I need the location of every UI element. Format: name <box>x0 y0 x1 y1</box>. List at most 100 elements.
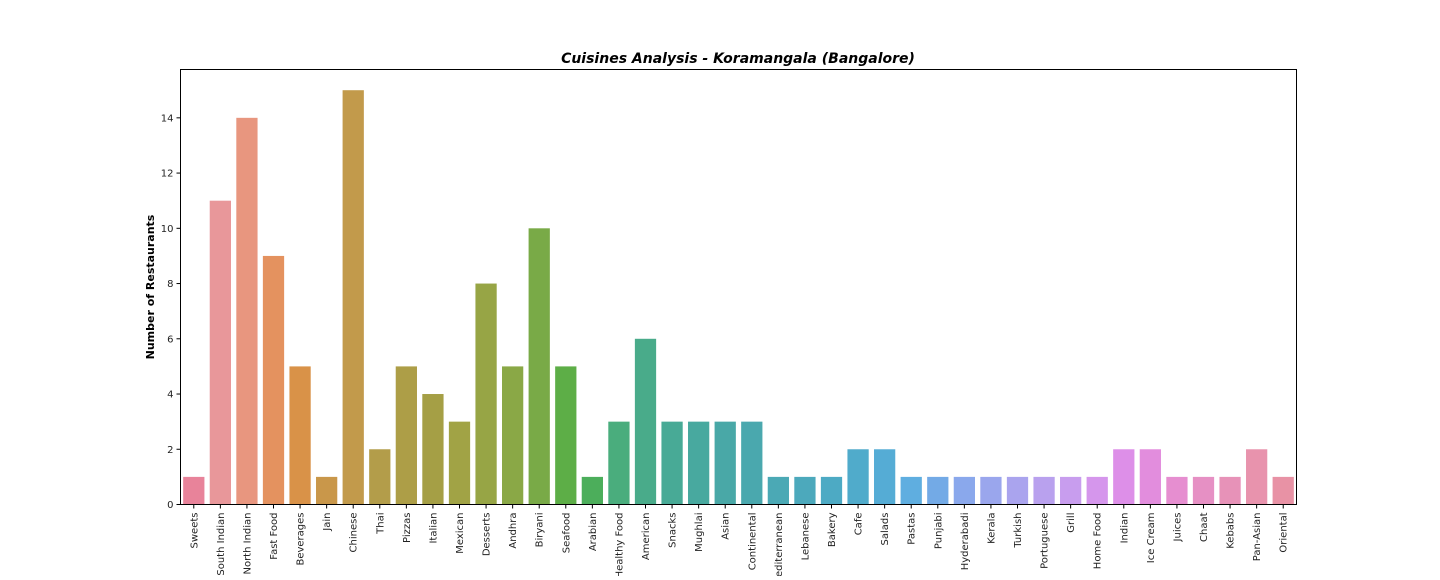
bar-lebanese <box>794 476 816 505</box>
bar-healthy-food <box>608 421 630 505</box>
bar-beverages <box>289 366 311 505</box>
bar-italian <box>422 394 444 505</box>
x-tick-label: Turkish <box>1013 513 1024 549</box>
x-tick-label: Seafood <box>561 513 572 554</box>
y-tick-label: 4 <box>167 390 173 401</box>
bar-thai <box>369 449 391 505</box>
bar-chaat <box>1192 476 1215 505</box>
bar-pan-asian <box>1246 449 1268 505</box>
bar-indian <box>1113 449 1135 505</box>
bar-turkish <box>1006 476 1029 505</box>
bar-american <box>634 338 657 505</box>
bar-kebabs <box>1219 476 1241 505</box>
bar-kerala <box>980 476 1002 505</box>
x-tick-label: Salads <box>880 513 891 546</box>
y-axis-label: Number of Restaurants <box>144 214 157 359</box>
x-tick-label: American <box>641 513 652 561</box>
bar-ice-cream <box>1139 449 1161 505</box>
x-tick-label: Biryani <box>535 513 546 548</box>
y-tick-label: 2 <box>167 445 173 456</box>
x-tick-label: Indian <box>1119 513 1130 544</box>
x-tick-label: Oriental <box>1279 513 1290 553</box>
y-tick-label: 14 <box>161 113 174 124</box>
x-tick-label: Chaat <box>1199 512 1210 542</box>
bar-sweets <box>183 476 205 505</box>
plot-frame <box>180 69 1297 505</box>
bar-juices <box>1166 476 1188 505</box>
x-tick-label: Sweets <box>189 513 200 549</box>
x-tick-label: Beverages <box>296 513 307 566</box>
bar-mughlai <box>688 421 710 505</box>
bar-asian <box>714 421 736 505</box>
x-tick-label: Punjabi <box>933 513 944 550</box>
x-tick-label: North Indian <box>242 513 253 575</box>
x-tick-label: South Indian <box>216 513 227 576</box>
bar-pastas <box>900 476 922 505</box>
chart-title: Cuisines Analysis - Koramangala (Bangalo… <box>561 51 915 67</box>
bar-bakery <box>820 476 843 505</box>
bar-chinese <box>342 90 364 505</box>
y-tick-label: 12 <box>161 169 174 180</box>
x-tick-label: Hyderabadi <box>960 513 971 571</box>
bar-portuguese <box>1033 476 1055 505</box>
bar-seafood <box>555 366 577 505</box>
bar-jain <box>316 476 338 505</box>
y-tick-label: 0 <box>167 500 173 511</box>
y-axis: 0 2 4 6 8 10 12 14 <box>161 113 181 511</box>
bar-desserts <box>475 283 497 505</box>
x-tick-label: Asian <box>721 513 732 540</box>
bar-hyderabadi <box>953 476 975 505</box>
x-tick-label: Grill <box>1066 513 1077 533</box>
bar-continental <box>741 421 763 505</box>
x-tick-label: Jain <box>322 513 333 532</box>
bar-salads <box>874 449 896 505</box>
bar-south-indian <box>209 200 231 505</box>
x-tick-label: Pastas <box>907 513 918 545</box>
bar-grill <box>1060 476 1082 505</box>
x-axis: Sweets South Indian North Indian Fast Food B… <box>189 504 1290 580</box>
x-tick-label: Fast Food <box>269 513 280 560</box>
x-tick-label: Healthy Food <box>614 513 625 577</box>
bar-mediterranean <box>767 476 789 505</box>
x-tick-label: Arabian <box>588 513 599 552</box>
bar-mexican <box>448 421 471 505</box>
x-tick-label: Chinese <box>349 513 360 553</box>
bar-andhra <box>502 366 524 505</box>
bar-punjabi <box>927 476 949 505</box>
x-tick-label: Lebanese <box>800 513 811 561</box>
bars-group <box>183 90 1294 505</box>
x-tick-label: Mediterranean <box>774 513 785 577</box>
y-tick-label: 10 <box>161 224 174 235</box>
bar-pizzas <box>395 366 417 505</box>
x-tick-label: Pizzas <box>402 513 413 543</box>
bar-fast-food <box>262 255 285 505</box>
x-tick-label: Kerala <box>986 513 997 544</box>
x-tick-label: Continental <box>747 513 758 571</box>
x-tick-label: Cafe <box>854 513 865 536</box>
bar-north-indian <box>236 117 258 505</box>
x-tick-label: Mughlai <box>694 513 705 552</box>
x-tick-label: Andhra <box>508 513 519 549</box>
x-tick-label: Thai <box>375 513 386 535</box>
x-tick-label: Ice Cream <box>1146 513 1157 564</box>
y-tick-label: 6 <box>167 334 173 345</box>
bar-cafe <box>847 449 869 505</box>
y-tick-label: 8 <box>167 279 173 290</box>
x-tick-label: Italian <box>428 513 439 544</box>
x-tick-label: Desserts <box>482 513 493 557</box>
x-tick-label: Mexican <box>455 513 466 554</box>
x-tick-label: Juices <box>1172 513 1183 543</box>
bar-arabian <box>581 476 603 505</box>
x-tick-label: Snacks <box>668 513 679 548</box>
x-tick-label: Bakery <box>827 512 838 547</box>
bar-biryani <box>528 228 550 505</box>
x-tick-label: Kebabs <box>1226 513 1237 549</box>
bar-oriental <box>1272 476 1294 505</box>
x-tick-label: Home Food <box>1093 513 1104 570</box>
bar-snacks <box>661 421 683 505</box>
x-tick-label: Portuguese <box>1040 513 1051 569</box>
bar-home-food <box>1086 476 1108 505</box>
x-tick-label: Pan-Asian <box>1252 513 1263 562</box>
